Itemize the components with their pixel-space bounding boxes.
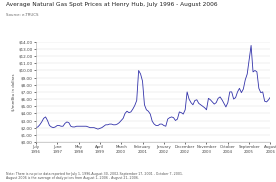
- Y-axis label: $/mmBtu in dollars: $/mmBtu in dollars: [11, 73, 15, 111]
- Text: Average Natural Gas Spot Prices at Henry Hub, July 1996 - August 2006: Average Natural Gas Spot Prices at Henry…: [6, 2, 217, 7]
- Text: Note: There is no price data reported for July 1, 1996-August 30, 2002-September: Note: There is no price data reported fo…: [6, 172, 182, 180]
- Text: Source: e-TRUCS: Source: e-TRUCS: [6, 13, 38, 17]
